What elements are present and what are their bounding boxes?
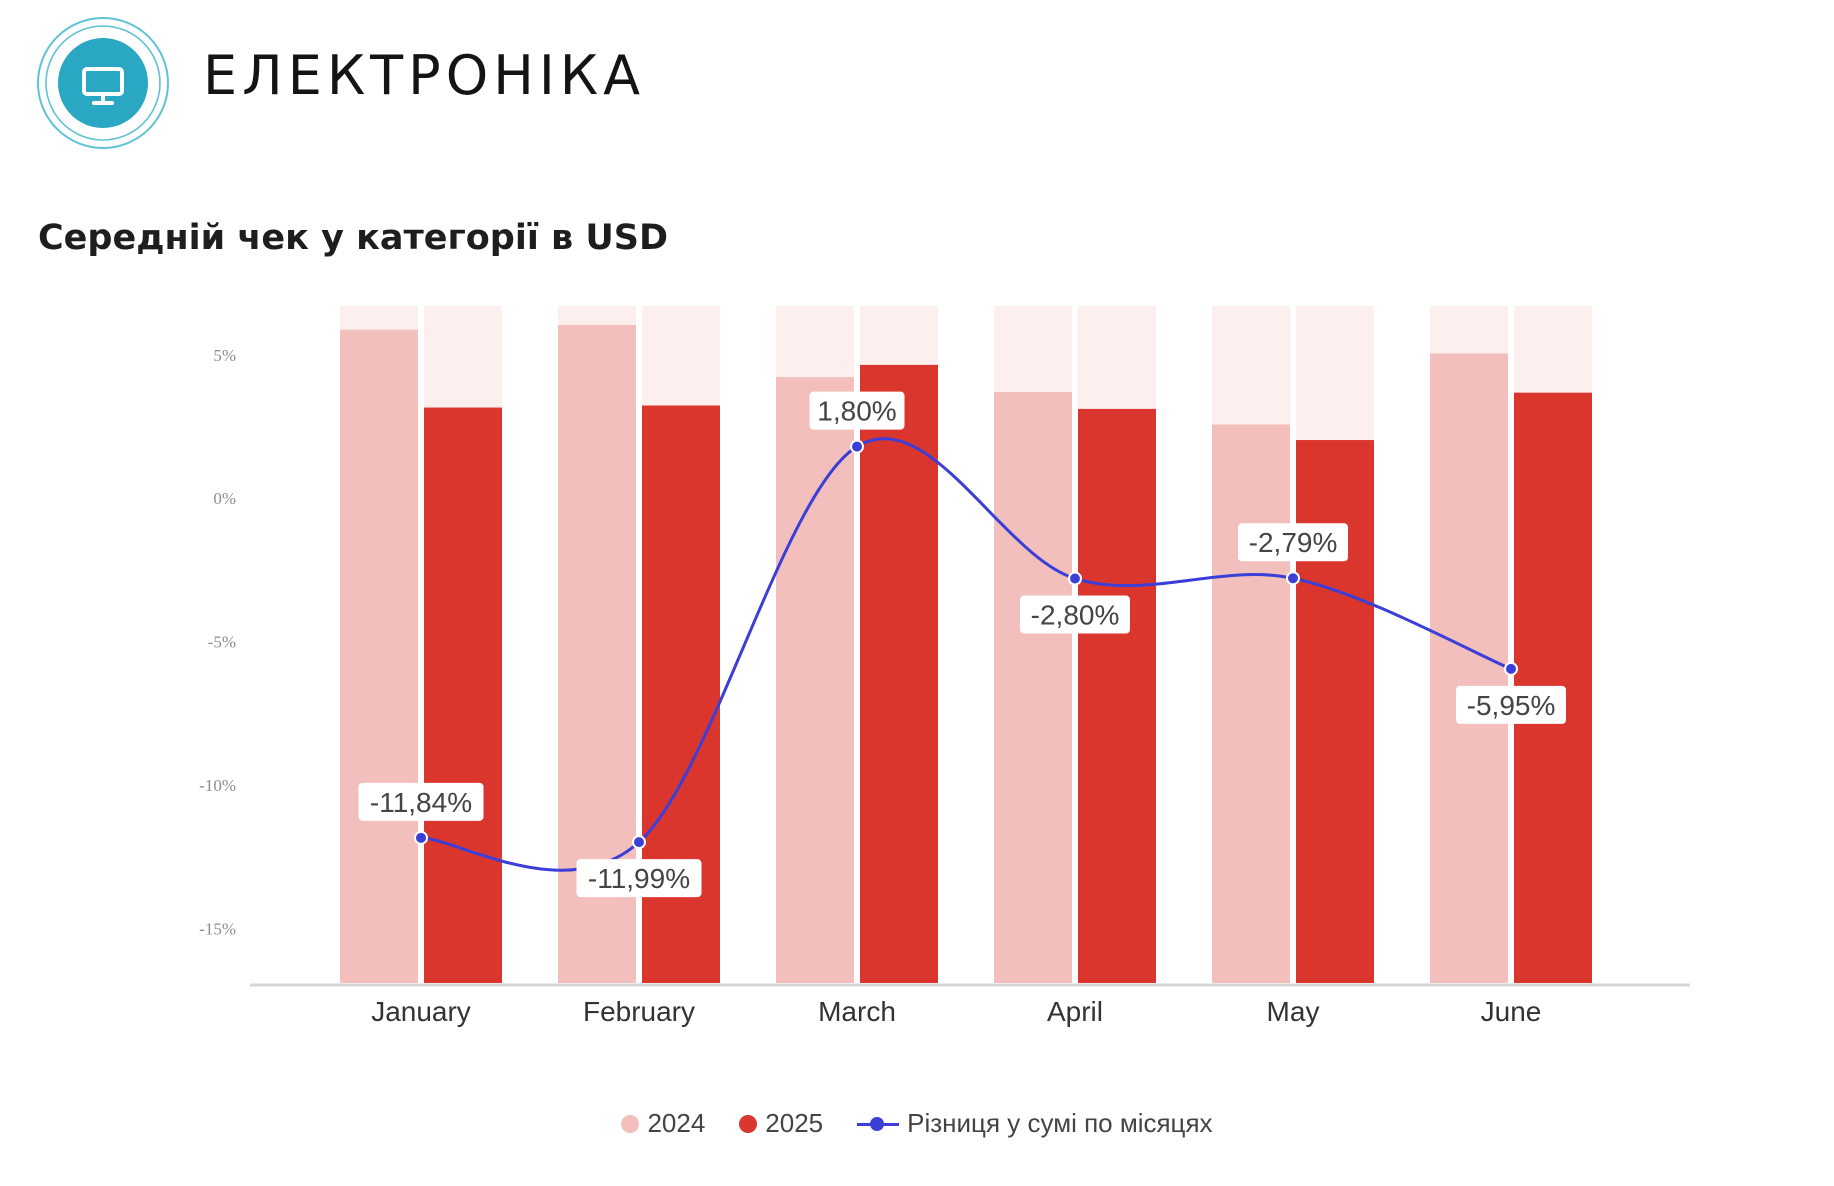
bar-2025	[424, 407, 502, 983]
data-label-box	[576, 859, 702, 898]
bar-2024	[340, 329, 418, 983]
data-label-box	[358, 782, 484, 821]
bar-2025	[860, 364, 938, 983]
difference-point	[1068, 571, 1082, 586]
legend-swatch-2024	[621, 1114, 640, 1133]
page-title: ЕЛЕКТРОНІКА	[203, 44, 646, 107]
bar-2025	[1078, 408, 1156, 983]
difference-point	[1286, 571, 1300, 586]
x-tick-label: April	[1047, 996, 1103, 1027]
data-label: -11,99%	[588, 863, 690, 894]
x-tick-label: May	[1267, 996, 1320, 1027]
data-label: -2,79%	[1249, 527, 1338, 558]
legend-label-2024: 2024	[647, 1108, 706, 1138]
bar-2024	[994, 391, 1072, 983]
legend-label-2025: 2025	[765, 1108, 824, 1138]
legend-item-2024[interactable]: 2024	[621, 1108, 705, 1139]
data-label-box	[1238, 523, 1348, 562]
y-tick-label: -15%	[199, 919, 236, 938]
x-tick-label: June	[1481, 996, 1542, 1027]
bar-2024	[1430, 353, 1508, 983]
data-label-box	[809, 391, 905, 430]
y-tick-label: 0%	[213, 489, 236, 508]
legend-item-2025[interactable]: 2025	[739, 1108, 823, 1139]
data-label: -5,95%	[1467, 690, 1556, 721]
chart-subtitle: Середній чек у категорії в USD	[38, 218, 669, 258]
y-tick-label: 5%	[213, 346, 236, 365]
legend-swatch-2025	[739, 1114, 758, 1133]
data-label: 1,80%	[817, 396, 896, 427]
x-tick-label: January	[371, 996, 471, 1027]
legend: 2024 2025 Різниця у сумі по місяцях	[0, 1108, 1834, 1139]
difference-point	[632, 835, 646, 850]
monitor-icon	[82, 67, 124, 105]
difference-point	[1504, 661, 1518, 676]
difference-point	[414, 830, 428, 845]
logo	[37, 17, 169, 149]
difference-point	[850, 439, 864, 454]
data-label-box	[1456, 685, 1566, 724]
bar-2025	[1296, 440, 1374, 983]
y-tick-label: -10%	[199, 776, 236, 795]
bar-2024	[776, 377, 854, 984]
data-label: -11,84%	[370, 787, 472, 818]
legend-swatch-difference	[857, 1115, 900, 1133]
bar-2024	[1212, 424, 1290, 984]
x-tick-label: February	[583, 996, 695, 1027]
x-tick-label: March	[818, 996, 896, 1027]
chart: January February March April May June 5% 0% -5% -…	[199, 306, 1690, 1027]
legend-label-difference: Різниця у сумі по місяцях	[907, 1108, 1213, 1138]
y-tick-label: -5%	[208, 633, 236, 652]
data-label-box	[1020, 595, 1130, 634]
legend-item-difference[interactable]: Різниця у сумі по місяцях	[857, 1108, 1213, 1139]
data-label: -2,80%	[1031, 600, 1120, 631]
